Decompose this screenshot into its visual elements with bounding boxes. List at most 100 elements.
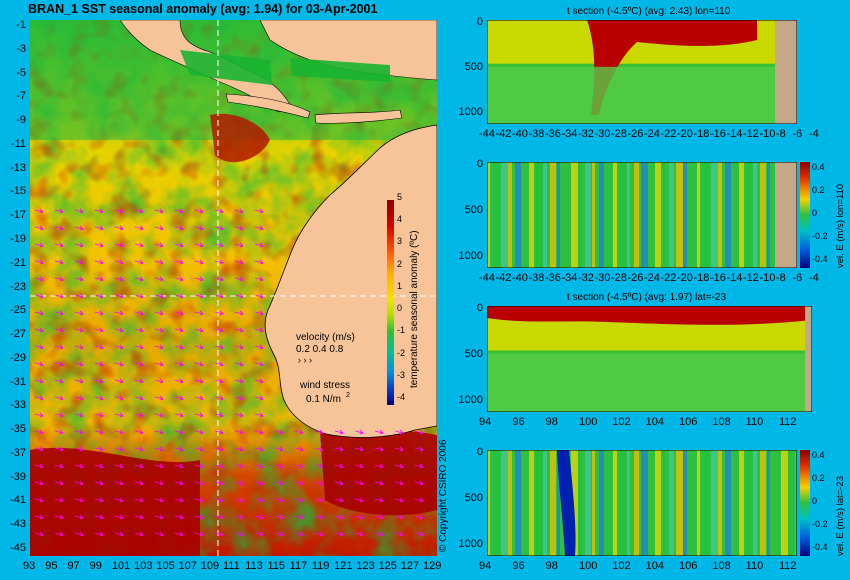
- wind-vector-arrow: [274, 497, 284, 503]
- wind-vector-arrow: [194, 395, 204, 401]
- wind-vector-arrow: [354, 531, 364, 537]
- wind-vector-arrow: [34, 276, 44, 282]
- section-panel: [487, 162, 797, 268]
- latitude-tick-label: -33: [10, 399, 26, 412]
- longitude-tick-label: 111: [223, 560, 240, 572]
- wind-vector-arrow: [214, 242, 224, 248]
- wind-vector-arrow: [194, 208, 204, 214]
- section-y-tick: 0: [476, 158, 483, 170]
- wind-vector-arrow: [374, 480, 384, 486]
- wind-vector-arrow: [394, 531, 404, 537]
- wind-vector-arrow: [294, 446, 304, 452]
- section-colorbar: [800, 162, 810, 268]
- wind-vector-arrow: [214, 208, 224, 214]
- wind-vector-arrow: [134, 463, 144, 469]
- wind-vector-arrow: [194, 446, 204, 452]
- wind-vector-arrow: [94, 463, 104, 469]
- longitude-tick-label: 123: [356, 560, 375, 572]
- wind-vector-arrow: [414, 429, 424, 435]
- section-x-tick: -4: [809, 128, 819, 140]
- section-x-tick: -18: [693, 128, 710, 140]
- sst-anomaly-map: velocity (m/s) 0.2 0.4 0.8 › › › wind st…: [30, 20, 437, 556]
- section-x-tick: -34: [561, 272, 578, 284]
- latitude-tick-label: -15: [10, 185, 26, 198]
- longitude-tick-label: 119: [311, 560, 330, 572]
- wind-vector-arrow: [54, 225, 64, 231]
- wind-vector-arrow: [254, 429, 264, 435]
- wind-vector-arrow: [254, 395, 264, 401]
- wind-vector-arrow: [194, 361, 204, 367]
- wind-vector-arrow: [214, 361, 224, 367]
- wind-vector-arrow: [54, 259, 64, 265]
- wind-unit-sup: 2: [346, 392, 350, 399]
- section-x-tick: 104: [645, 560, 665, 572]
- wind-vector-arrow: [254, 361, 264, 367]
- wind-vector-arrow: [234, 378, 244, 384]
- wind-vector-arrow: [354, 429, 364, 435]
- section-x-tick: -38: [528, 128, 545, 140]
- section-x-tick: 102: [612, 560, 631, 572]
- section-x-tick: -32: [578, 272, 594, 284]
- wind-value: 0.1 N/m: [306, 394, 341, 405]
- map-colorbar-tick: -2: [397, 347, 406, 358]
- section-x-tick: 94: [479, 560, 492, 572]
- wind-vector-arrow: [74, 208, 84, 214]
- section-x-tick: -8: [776, 128, 786, 140]
- wind-vector-arrow: [154, 429, 164, 435]
- wind-vector-arrow: [134, 395, 144, 401]
- wind-vector-arrow: [354, 446, 364, 452]
- latitude-tick-label: -39: [10, 470, 26, 483]
- map-colorbar-tick: 4: [397, 214, 403, 225]
- wind-vector-arrow: [174, 514, 184, 520]
- wind-vector-arrow: [234, 327, 244, 333]
- wind-vector-arrow: [114, 463, 124, 469]
- section-x-tick: 102: [612, 416, 631, 428]
- wind-vector-arrow: [234, 310, 244, 316]
- wind-vector-arrow: [274, 480, 284, 486]
- wind-vector-arrow: [74, 514, 84, 520]
- section-x-tick: -36: [545, 128, 561, 140]
- copyright-text: © Copyright CSIRO 2006: [438, 439, 449, 552]
- wind-vector-arrow: [354, 480, 364, 486]
- wind-vector-arrow: [334, 429, 344, 435]
- map-colorbar-tick: 3: [397, 236, 403, 247]
- latitude-tick-label: -43: [10, 518, 26, 531]
- section-x-tick: -24: [644, 272, 660, 284]
- latitude-tick-label: -21: [10, 256, 26, 269]
- wind-vector-arrow: [134, 310, 144, 316]
- wind-vector-arrow: [294, 531, 304, 537]
- map-colorbar-tick: 2: [397, 258, 403, 269]
- wind-vector-arrow: [114, 208, 124, 214]
- longitude-ticks: 93 95 97 99 101 103 105 107 109 111 113 115 117 119 12…: [23, 560, 441, 576]
- section-panel: [487, 20, 797, 124]
- wind-vector-arrow: [394, 497, 404, 503]
- wind-vector-arrow: [234, 497, 244, 503]
- wind-vector-arrow: [134, 327, 144, 333]
- wind-vector-arrow: [54, 531, 64, 537]
- wind-vector-arrow: [174, 395, 184, 401]
- wind-vector-arrow: [334, 514, 344, 520]
- wind-vector-arrow: [234, 259, 244, 265]
- wind-vector-arrow: [74, 378, 84, 384]
- wind-vector-arrow: [174, 225, 184, 231]
- wind-vector-arrow: [94, 259, 104, 265]
- wind-vector-arrow: [74, 480, 84, 486]
- wind-vector-arrow: [294, 463, 304, 469]
- longitude-tick-label: 107: [178, 560, 197, 572]
- wind-vector-arrow: [114, 327, 124, 333]
- section-x-tick: -14: [726, 128, 743, 140]
- wind-vector-arrow: [94, 514, 104, 520]
- map-colorbar-tick: 0: [397, 303, 403, 314]
- wind-vector-arrow: [74, 497, 84, 503]
- wind-vector-arrow: [334, 463, 344, 469]
- wind-vector-arrow: [34, 463, 44, 469]
- wind-vector-arrow: [174, 259, 184, 265]
- wind-vector-arrow: [314, 514, 324, 520]
- wind-vector-arrow: [374, 463, 384, 469]
- wind-vector-arrow: [334, 497, 344, 503]
- section-x-tick: -18: [693, 272, 710, 284]
- wind-vector-arrow: [54, 361, 64, 367]
- wind-vector-arrow: [314, 531, 324, 537]
- wind-vector-arrow: [34, 225, 44, 231]
- map-colorbar-tick: -3: [397, 369, 406, 380]
